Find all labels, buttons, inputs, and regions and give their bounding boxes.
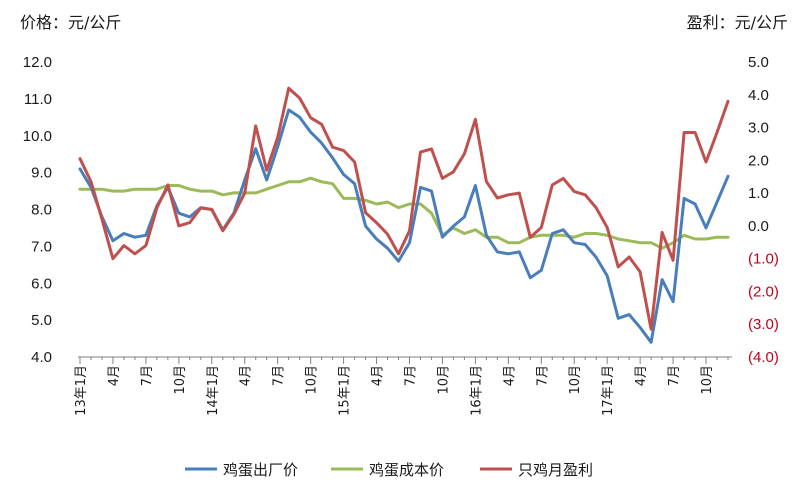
right-tick-label: 1.0 bbox=[748, 185, 769, 202]
series-line-0 bbox=[78, 108, 730, 344]
right-axis: (4.0) (3.0) (2.0) (1.0) 0.0 1.0 2.0 3.0 4.0 5.0 bbox=[748, 54, 779, 366]
x-tick-label: 13年1月 bbox=[74, 365, 89, 416]
x-tick-label: 7月 bbox=[667, 365, 682, 386]
x-tick-label: 14年1月 bbox=[206, 365, 221, 416]
right-tick-label: 4.0 bbox=[748, 87, 769, 104]
right-tick-label: 3.0 bbox=[748, 120, 769, 137]
x-tick-label: 10月 bbox=[436, 365, 451, 395]
x-tick-label: 4月 bbox=[634, 365, 649, 386]
legend-label-2: 只鸡月盈利 bbox=[518, 461, 593, 479]
x-tick-label: 16年1月 bbox=[469, 365, 484, 416]
legend-label-1: 鸡蛋成本价 bbox=[369, 461, 444, 479]
x-tick-label: 7月 bbox=[272, 365, 287, 386]
left-tick-label: 6.0 bbox=[31, 275, 52, 292]
left-tick-label: 9.0 bbox=[31, 165, 52, 182]
right-tick-label: (3.0) bbox=[748, 316, 779, 333]
left-tick-label: 5.0 bbox=[31, 312, 52, 329]
left-tick-label: 7.0 bbox=[31, 238, 52, 255]
x-tick-label: 7月 bbox=[403, 365, 418, 386]
x-tick-label: 10月 bbox=[568, 365, 583, 395]
right-tick-label: 2.0 bbox=[748, 152, 769, 169]
right-axis-unit: 盈利：元/公斤 bbox=[687, 13, 788, 32]
x-tick-label: 15年1月 bbox=[338, 365, 353, 416]
x-tick-label: 17年1月 bbox=[601, 365, 616, 416]
x-tick-label: 7月 bbox=[140, 365, 155, 386]
x-tick-label: 10月 bbox=[173, 365, 188, 395]
series-line-1 bbox=[78, 176, 730, 250]
right-tick-label: (2.0) bbox=[748, 283, 779, 300]
right-tick-label: (1.0) bbox=[748, 251, 779, 268]
series-group bbox=[78, 86, 730, 344]
x-tick-label: 4月 bbox=[371, 365, 386, 386]
x-tick-label: 7月 bbox=[535, 365, 550, 386]
x-tick-label: 10月 bbox=[700, 365, 715, 395]
right-tick-label: 5.0 bbox=[748, 54, 769, 71]
x-tick-label: 4月 bbox=[502, 365, 517, 386]
left-axis: 4.0 5.0 6.0 7.0 8.0 9.0 10.0 11.0 12.0 bbox=[23, 54, 52, 366]
x-tick-label: 10月 bbox=[305, 365, 320, 395]
left-axis-unit: 价格：元/公斤 bbox=[20, 13, 121, 32]
x-tick-label: 4月 bbox=[239, 365, 254, 386]
left-tick-label: 8.0 bbox=[31, 202, 52, 219]
x-tick-label: 4月 bbox=[107, 365, 122, 386]
left-tick-label: 11.0 bbox=[24, 91, 52, 108]
right-tick-label: 0.0 bbox=[748, 218, 769, 235]
series-line-2 bbox=[78, 86, 730, 331]
legend: 鸡蛋出厂价 鸡蛋成本价 只鸡月盈利 bbox=[185, 461, 593, 479]
left-tick-label: 10.0 bbox=[23, 128, 52, 145]
left-tick-label: 12.0 bbox=[23, 54, 52, 71]
left-tick-label: 4.0 bbox=[31, 349, 52, 366]
legend-label-0: 鸡蛋出厂价 bbox=[223, 461, 298, 479]
x-axis: 13年1月 4月 7月 10月 14年1月 4月 7月 10月 15年1月 4月 7月 10月 16年1… bbox=[74, 356, 732, 416]
right-tick-label: (4.0) bbox=[748, 349, 779, 366]
